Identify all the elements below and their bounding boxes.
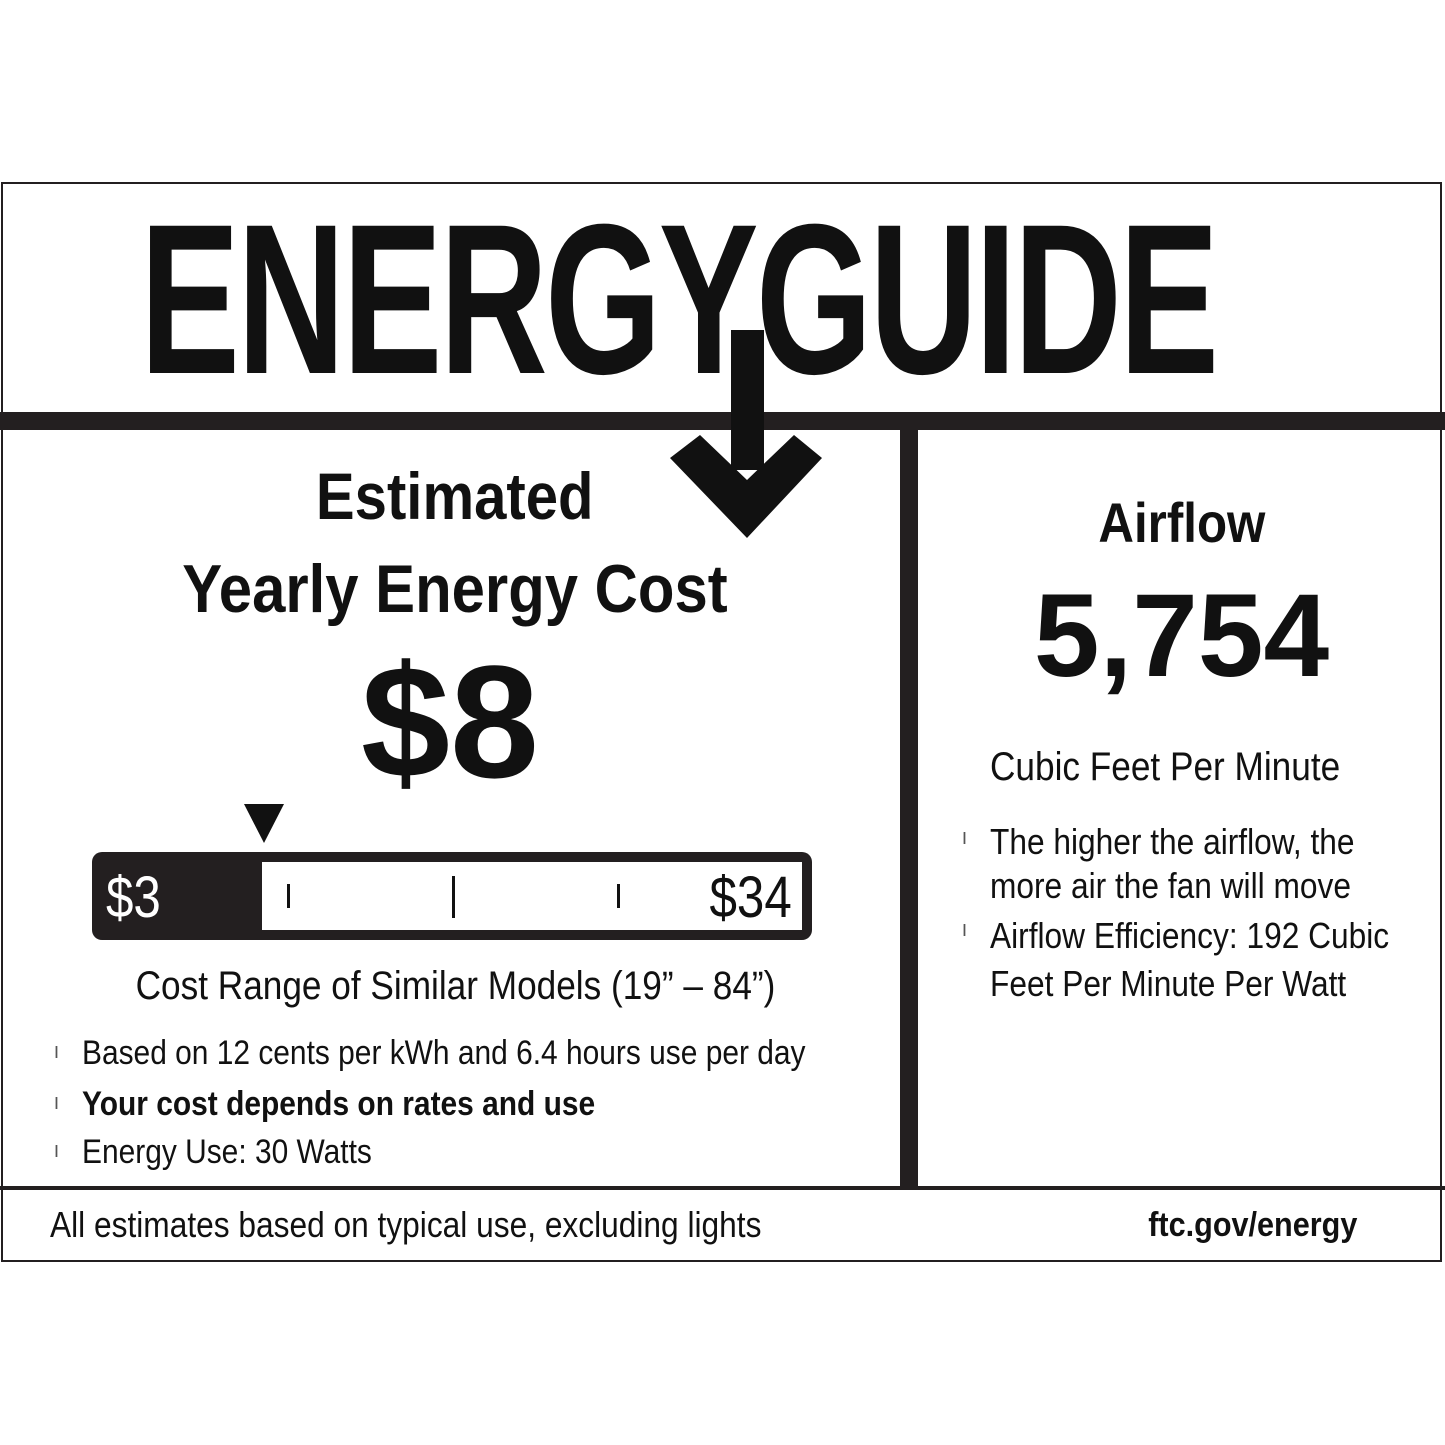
cost-bullet: Your cost depends on rates and use [55,1085,595,1124]
range-tick [617,884,620,908]
cost-range-bar: $3 $34 [92,852,812,940]
cost-heading-line2: Yearly Energy Cost [182,551,728,627]
yearly-cost-value: $8 [361,632,539,811]
airflow-unit: Cubic Feet Per Minute [990,745,1341,789]
cost-indicator-marker-icon [244,804,284,843]
range-tick [452,876,455,918]
footer-note: All estimates based on typical use, excl… [50,1204,762,1245]
ftc-energy-link[interactable]: ftc.gov/energy [1147,1206,1357,1244]
header-divider [0,412,1445,430]
airflow-value: 5,754 [1033,570,1330,702]
cost-range-track [262,862,802,930]
cost-bullet: Energy Use: 30 Watts [55,1133,372,1172]
energy-guide-title: ENERGYGUIDE [140,180,1219,419]
airflow-heading: Airflow [1097,491,1265,554]
down-arrow-icon [670,330,822,538]
cost-bullet: Based on 12 cents per kWh and 6.4 hours … [55,1034,806,1073]
cost-heading-line1: Estimated [316,459,594,533]
cost-range-label: Cost Range of Similar Models (19” – 84”) [135,964,775,1008]
airflow-bullet: The higher the airflow, the more air the… [963,820,1377,908]
range-min: $3 [106,865,161,930]
range-tick [287,884,290,908]
energy-guide-label [1,182,1442,1262]
airflow-bullet: Airflow Efficiency: 192 Cubic Feet Per M… [963,912,1412,1008]
range-max: $34 [709,865,792,930]
column-divider [900,420,918,1188]
footer-divider [0,1186,1445,1190]
